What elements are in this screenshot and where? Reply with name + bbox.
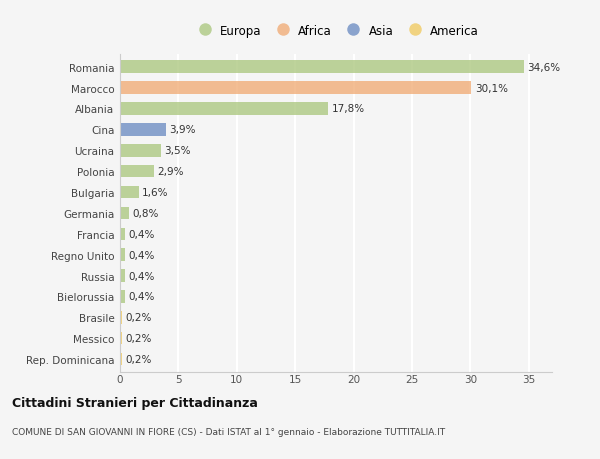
Bar xyxy=(120,207,130,220)
Text: 30,1%: 30,1% xyxy=(475,84,508,94)
Bar xyxy=(120,311,122,324)
Bar xyxy=(120,249,125,261)
Text: 0,4%: 0,4% xyxy=(128,271,155,281)
Text: 0,2%: 0,2% xyxy=(126,313,152,323)
Text: 34,6%: 34,6% xyxy=(527,62,560,73)
Bar xyxy=(120,353,122,365)
Bar xyxy=(120,124,166,136)
Bar xyxy=(120,186,139,199)
Text: 0,4%: 0,4% xyxy=(128,230,155,239)
Text: 0,2%: 0,2% xyxy=(126,354,152,364)
Bar xyxy=(120,228,125,241)
Text: COMUNE DI SAN GIOVANNI IN FIORE (CS) - Dati ISTAT al 1° gennaio - Elaborazione T: COMUNE DI SAN GIOVANNI IN FIORE (CS) - D… xyxy=(12,427,445,436)
Bar xyxy=(120,62,524,74)
Bar xyxy=(120,103,328,116)
Bar xyxy=(120,82,472,95)
Text: 0,4%: 0,4% xyxy=(128,292,155,302)
Bar xyxy=(120,291,125,303)
Text: Cittadini Stranieri per Cittadinanza: Cittadini Stranieri per Cittadinanza xyxy=(12,396,258,409)
Bar xyxy=(120,145,161,157)
Bar xyxy=(120,270,125,282)
Text: 0,4%: 0,4% xyxy=(128,250,155,260)
Text: 0,8%: 0,8% xyxy=(133,208,159,218)
Bar xyxy=(120,332,122,345)
Text: 1,6%: 1,6% xyxy=(142,188,169,197)
Text: 17,8%: 17,8% xyxy=(331,104,364,114)
Text: 3,9%: 3,9% xyxy=(169,125,196,135)
Text: 2,9%: 2,9% xyxy=(157,167,184,177)
Legend: Europa, Africa, Asia, America: Europa, Africa, Asia, America xyxy=(188,20,484,42)
Text: 3,5%: 3,5% xyxy=(164,146,191,156)
Bar xyxy=(120,166,154,178)
Text: 0,2%: 0,2% xyxy=(126,333,152,343)
